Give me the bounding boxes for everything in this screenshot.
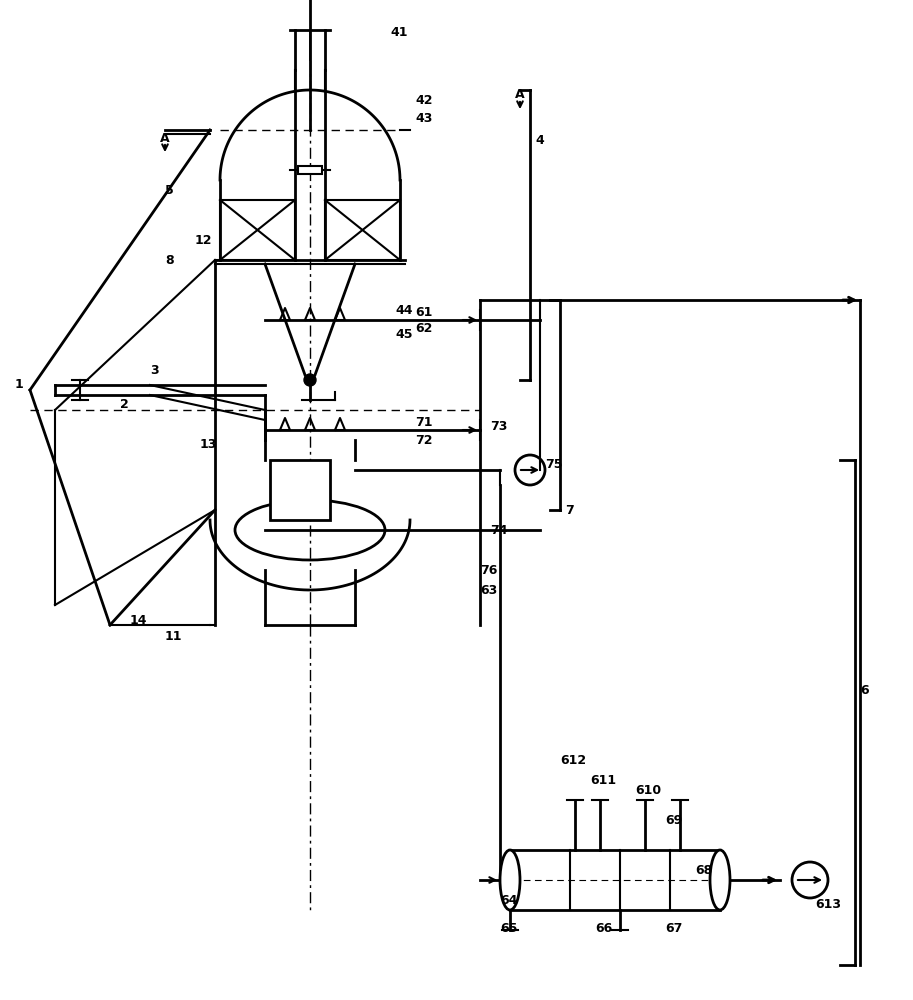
Text: A: A: [515, 89, 525, 102]
Text: 2: 2: [120, 398, 129, 412]
Bar: [325, 200, 400, 260]
Bar: [298, 166, 322, 174]
Circle shape: [304, 374, 316, 386]
Text: 612: 612: [560, 754, 586, 766]
Bar: [220, 200, 295, 260]
Text: 14: 14: [130, 613, 148, 626]
Ellipse shape: [500, 850, 520, 910]
Text: 45: 45: [395, 328, 413, 340]
Ellipse shape: [710, 850, 730, 910]
Text: 12: 12: [195, 233, 213, 246]
Text: 61: 61: [415, 306, 433, 318]
Text: 64: 64: [500, 894, 518, 906]
Text: 6: 6: [860, 684, 868, 696]
Text: 62: 62: [415, 322, 433, 334]
Text: 65: 65: [500, 922, 518, 934]
Bar: [510, 850, 720, 910]
Text: A: A: [160, 131, 170, 144]
Text: 41: 41: [390, 25, 407, 38]
Text: 613: 613: [815, 898, 841, 912]
Text: 63: 63: [480, 584, 498, 596]
Text: 69: 69: [665, 814, 682, 826]
Text: 8: 8: [165, 253, 173, 266]
Text: 1: 1: [15, 378, 24, 391]
Text: 73: 73: [490, 420, 508, 434]
Text: 7: 7: [565, 504, 573, 516]
Text: 75: 75: [545, 458, 562, 472]
Text: 71: 71: [415, 416, 433, 428]
Text: 44: 44: [395, 304, 413, 316]
Text: 610: 610: [635, 784, 661, 796]
Text: 4: 4: [535, 133, 544, 146]
Text: 13: 13: [200, 438, 217, 452]
Bar: [270, 460, 330, 520]
Text: 67: 67: [665, 922, 682, 934]
Text: 66: 66: [595, 922, 613, 934]
Text: 3: 3: [150, 363, 159, 376]
Text: 43: 43: [415, 111, 433, 124]
Text: 74: 74: [490, 524, 508, 536]
Text: 42: 42: [415, 94, 433, 106]
Text: 5: 5: [165, 184, 173, 196]
Text: 611: 611: [590, 774, 616, 786]
Text: 68: 68: [695, 863, 712, 876]
Text: 72: 72: [415, 434, 433, 446]
Text: 76: 76: [480, 564, 498, 576]
Text: 11: 11: [165, 630, 183, 643]
